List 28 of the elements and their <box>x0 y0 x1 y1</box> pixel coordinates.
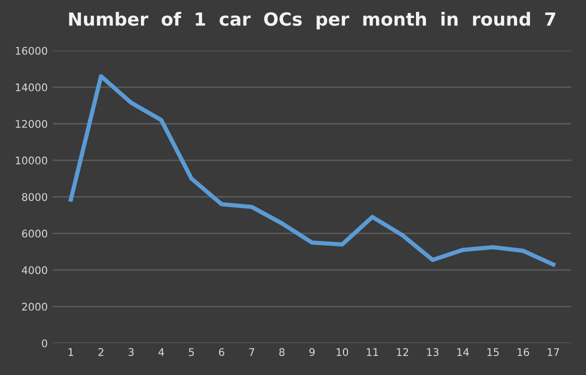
x-tick-label: 9 <box>309 348 315 356</box>
x-tick-label: 15 <box>487 348 499 356</box>
x-tick-label: 11 <box>366 348 378 356</box>
y-tick-label: 12000 <box>16 120 48 128</box>
y-tick-label: 6000 <box>22 230 48 238</box>
x-tick-label: 5 <box>188 348 194 356</box>
x-tick-label: 12 <box>397 348 408 356</box>
y-tick-label: 8000 <box>22 193 48 201</box>
x-tick-label: 4 <box>158 348 164 356</box>
x-tick-label: 6 <box>219 348 224 356</box>
x-tick-label: 2 <box>98 348 104 356</box>
y-tick-label: 16000 <box>16 46 48 55</box>
y-tick-label: 4000 <box>22 266 48 274</box>
y-tick-label: 0 <box>42 339 48 348</box>
x-tick-label: 7 <box>249 348 254 356</box>
x-tick-label: 8 <box>279 348 284 356</box>
x-tick-label: 10 <box>336 348 348 356</box>
chart-title: Number of 1 car OCs per month in round 7 <box>69 12 556 30</box>
x-tick-label: 16 <box>518 348 530 356</box>
x-tick-label: 13 <box>427 348 438 356</box>
x-tick-label: 3 <box>128 348 134 356</box>
y-tick-label: 2000 <box>22 302 48 311</box>
x-tick-label: 17 <box>548 348 559 356</box>
y-tick-label: 10000 <box>16 156 48 164</box>
x-tick-label: 14 <box>457 348 469 356</box>
x-tick-label: 1 <box>68 348 74 356</box>
y-tick-label: 14000 <box>16 83 48 92</box>
line-series <box>68 74 556 267</box>
